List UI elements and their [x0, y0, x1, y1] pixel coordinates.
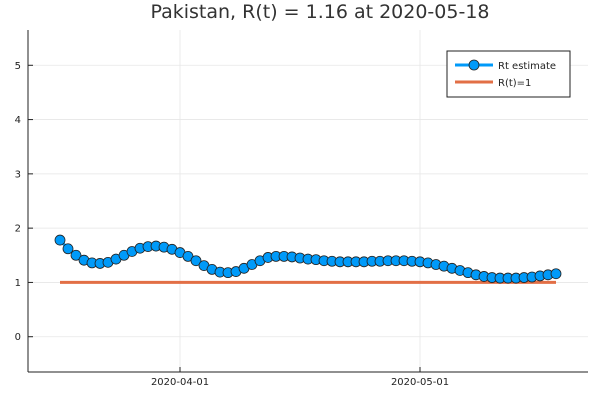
y-tick-label: 1 [15, 278, 21, 289]
legend: Rt estimate R(t)=1 [446, 50, 571, 98]
axes [27, 30, 588, 373]
y-tick-label: 4 [15, 115, 21, 126]
legend-label-rt-estimate: Rt estimate [498, 61, 556, 72]
y-ticks: 0 1 2 3 4 5 [15, 61, 33, 343]
legend-box [446, 50, 571, 98]
legend-marker-rt-estimate [468, 59, 480, 71]
rt-estimate-point [70, 249, 82, 261]
y-tick-label: 5 [15, 61, 21, 72]
y-tick-label: 0 [15, 332, 21, 343]
x-tick-label: 2020-05-01 [391, 377, 449, 388]
series-layer [54, 234, 562, 284]
chart-title: Pakistan, R(t) = 1.16 at 2020-05-18 [150, 1, 489, 23]
legend-label-r1: R(t)=1 [498, 78, 531, 89]
rt-estimate-point [550, 268, 562, 280]
y-tick-label: 2 [15, 224, 21, 235]
y-tick-label: 3 [15, 169, 21, 180]
x-tick-label: 2020-04-01 [151, 377, 209, 388]
rt-estimate-point [190, 255, 202, 267]
rt-estimate-point [54, 234, 66, 246]
x-ticks: 2020-04-01 2020-05-01 [151, 367, 449, 388]
rt-estimate-point [62, 243, 74, 255]
